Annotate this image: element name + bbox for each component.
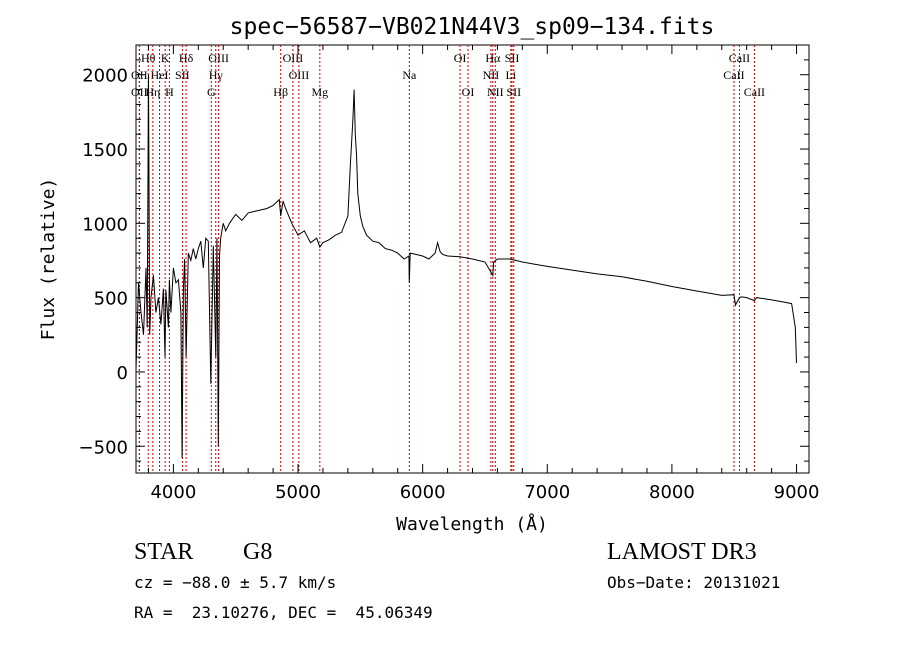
y-tick-label: 1500 — [82, 140, 128, 161]
y-tick-label: −500 — [79, 437, 128, 458]
x-tick-label: 9000 — [774, 482, 820, 503]
marker-label: K — [161, 51, 170, 65]
observation-date: Obs−Date: 20131021 — [607, 573, 781, 592]
y-tick-label: 0 — [117, 363, 128, 384]
marker-label: OII — [131, 85, 148, 99]
marker-label: Hθ — [141, 51, 156, 65]
marker-label: OIII — [283, 51, 304, 65]
marker-label: H — [165, 85, 174, 99]
marker-label: Hβ — [273, 85, 288, 99]
marker-label: Hα — [485, 51, 501, 65]
marker-label: SII — [505, 51, 520, 65]
marker-label: OIII — [208, 51, 229, 65]
marker-label: SII — [506, 85, 521, 99]
y-tick-label: 2000 — [82, 66, 128, 87]
x-tick-label: 8000 — [649, 482, 695, 503]
marker-label: Hγ — [209, 68, 224, 82]
marker-label: G — [207, 85, 216, 99]
x-tick-label: 6000 — [400, 482, 446, 503]
y-tick-label: 500 — [94, 289, 128, 310]
y-axis-label: Flux (relative) — [38, 178, 59, 341]
spectrum-line — [135, 74, 797, 459]
marker-label: Mg — [311, 85, 328, 99]
marker-label: CaII — [744, 85, 765, 99]
marker-label: OI — [462, 85, 475, 99]
coordinates: RA = 23.10276, DEC = 45.06349 — [134, 603, 433, 622]
x-tick-label: 5000 — [275, 482, 321, 503]
marker-label: OI — [454, 51, 467, 65]
object-class: STAR — [134, 539, 194, 565]
marker-label: Hδ — [179, 51, 194, 65]
marker-label: OIII — [289, 68, 310, 82]
survey-name: LAMOST DR3 — [607, 539, 757, 565]
x-axis-label: Wavelength (Å) — [396, 513, 548, 535]
redshift-velocity: cz = −88.0 ± 5.7 km/s — [134, 573, 337, 592]
axis-ticks: 4000 5000 6000 7000 8000 9000 −500 0 500 1000 1500… — [79, 45, 820, 503]
object-subclass: G8 — [243, 539, 273, 565]
marker-label: Li — [506, 68, 517, 82]
marker-label: Hη — [145, 85, 160, 99]
marker-label: CaII — [723, 68, 744, 82]
chart-title: spec−56587−VB021N44V3_sp09−134.fits — [230, 14, 715, 40]
y-tick-label: 1000 — [82, 214, 128, 235]
marker-label: CaII — [729, 51, 750, 65]
x-tick-label: 7000 — [524, 482, 570, 503]
spectral-line-markers: Hθ K Hδ OIII OIII OI Hα SII CaII OIIHeI SII Hγ OIII N… — [131, 45, 765, 473]
marker-label: NII — [487, 85, 504, 99]
marker-label: SII — [175, 68, 190, 82]
marker-label: NII — [483, 68, 500, 82]
x-tick-label: 4000 — [150, 482, 196, 503]
marker-label: HeI — [151, 68, 169, 82]
marker-label: Na — [402, 68, 417, 82]
